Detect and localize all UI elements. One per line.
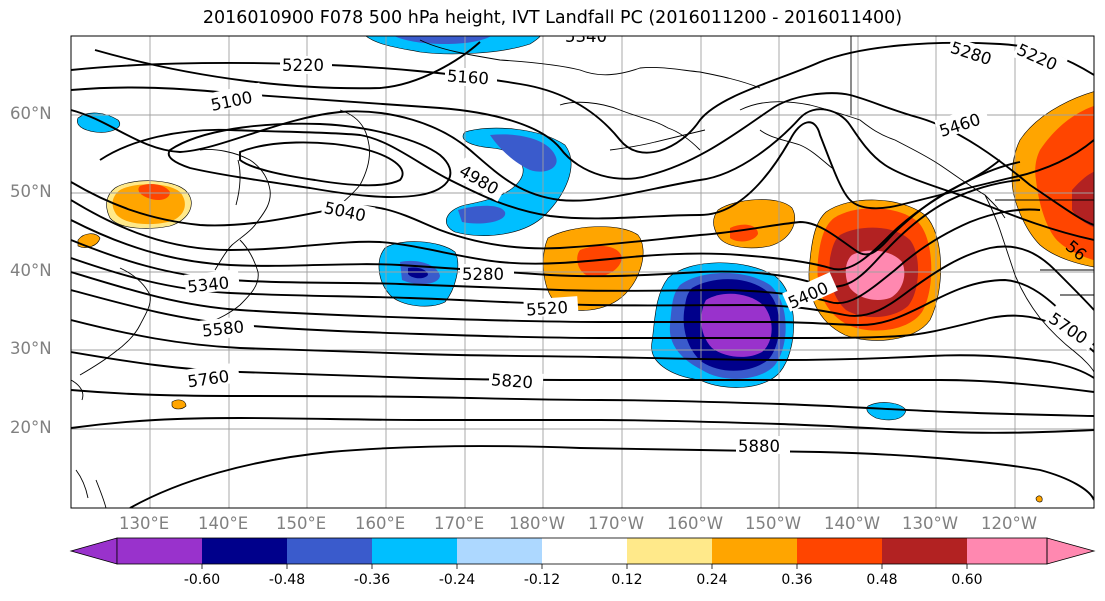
ivt-shading xyxy=(77,36,1094,503)
colorbar xyxy=(69,537,1096,569)
colorbar-swatch xyxy=(712,538,797,564)
lon-label: 150°W xyxy=(745,514,802,533)
colorbar-swatch xyxy=(797,538,882,564)
colorbar-tick-label: 0.24 xyxy=(696,572,728,588)
lon-label: 120°W xyxy=(981,514,1038,533)
map-frame xyxy=(70,35,1095,509)
contour-label: 5820 xyxy=(490,370,533,392)
colorbar-tick-label: 0.60 xyxy=(951,572,983,588)
colorbar-tick-label: 0.12 xyxy=(611,572,643,588)
height-contours xyxy=(71,41,1094,508)
colorbar-tick-label: -0.60 xyxy=(183,572,221,588)
contour-label: 5160 xyxy=(446,66,489,88)
colorbar-extend-min xyxy=(69,537,118,565)
graticule xyxy=(71,36,1094,508)
lat-label: 20°N xyxy=(10,418,52,437)
lon-label: 170°W xyxy=(588,514,645,533)
colorbar-swatch xyxy=(117,538,202,564)
lat-label: 30°N xyxy=(10,339,52,358)
colorbar-extend-max xyxy=(1046,537,1096,565)
lat-label: 40°N xyxy=(10,261,52,280)
colorbar-tick-label: 0.48 xyxy=(866,572,898,588)
colorbar-swatch xyxy=(457,538,542,564)
lon-label: 150°E xyxy=(276,514,327,533)
lat-label: 50°N xyxy=(10,182,52,201)
figure-title: 2016010900 F078 500 hPa height, IVT Land… xyxy=(202,8,903,28)
contour-label: 5280 xyxy=(462,265,504,284)
colorbar-tick-label: -0.36 xyxy=(353,572,391,588)
lon-label: 160°W xyxy=(667,514,724,533)
colorbar-swatch xyxy=(967,538,1047,564)
colorbar-tick-label: 0.36 xyxy=(781,572,813,588)
lon-label: 170°E xyxy=(434,514,485,533)
lon-label: 130°E xyxy=(119,514,170,533)
contour-label: 5220 xyxy=(282,56,324,75)
colorbar-swatch xyxy=(542,538,627,564)
colorbar-swatch xyxy=(882,538,967,564)
contour-label: 5880 xyxy=(738,437,780,456)
colorbar-tick-label: -0.12 xyxy=(523,572,561,588)
colorbar-swatch xyxy=(202,538,287,564)
lon-label: 160°E xyxy=(355,514,406,533)
colorbar-swatch xyxy=(627,538,712,564)
colorbar-tick-label: -0.48 xyxy=(268,572,306,588)
colorbar-swatch xyxy=(372,538,457,564)
lon-label: 140°E xyxy=(198,514,249,533)
lon-label: 140°W xyxy=(824,514,881,533)
colorbar-tick-label: -0.24 xyxy=(438,572,476,588)
lat-label: 60°N xyxy=(10,104,52,123)
contour-label: 5340 xyxy=(186,273,230,296)
plot-area: 5340 5220 5160 5100 4980 5040 5280 5340 … xyxy=(71,27,1094,508)
contour-label: 5340 xyxy=(565,27,607,46)
contour-label: 5580 xyxy=(201,317,245,340)
lon-label: 180°W xyxy=(509,514,566,533)
colorbar-swatch xyxy=(287,538,372,564)
contour-label: 5520 xyxy=(525,298,568,320)
lon-label: 130°W xyxy=(902,514,959,533)
